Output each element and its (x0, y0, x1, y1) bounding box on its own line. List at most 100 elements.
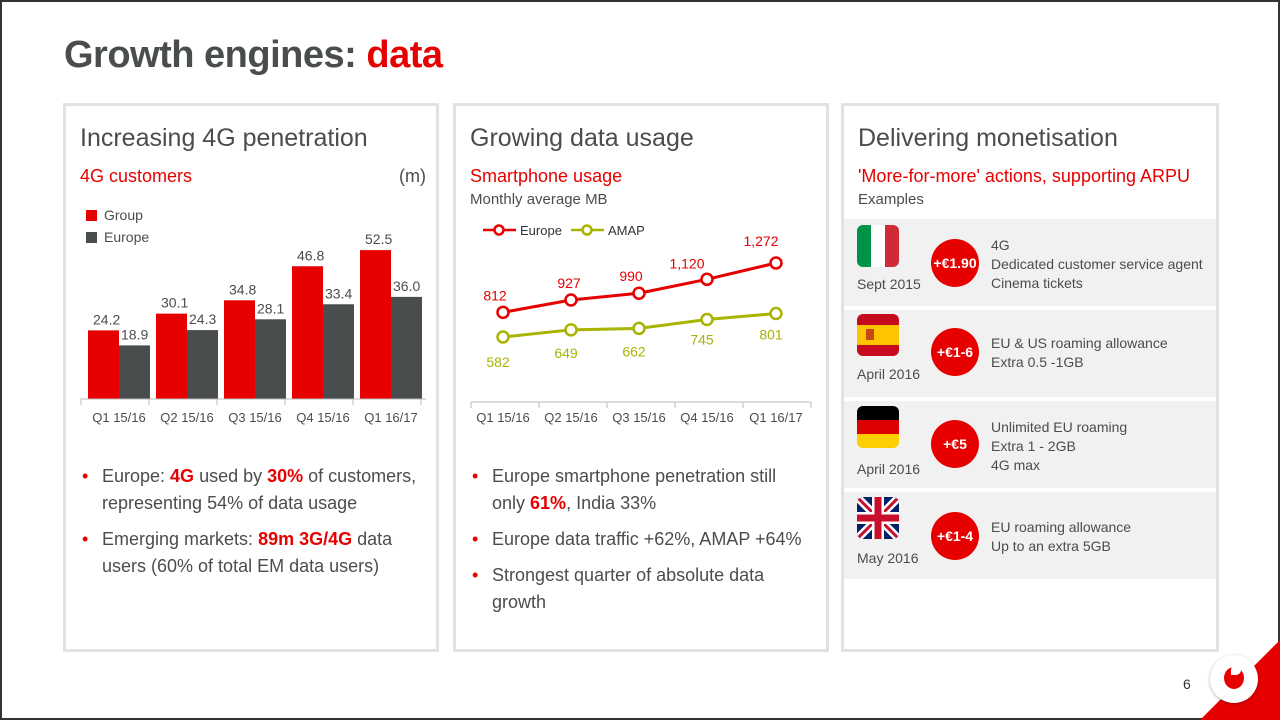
data-label: 1,272 (743, 233, 778, 249)
bar (224, 300, 255, 399)
legend-label: Europe (104, 229, 149, 245)
legend-label: Group (104, 207, 143, 223)
x-tick-label: Q2 15/16 (544, 410, 598, 425)
panel-subtitle: 'More-for-more' actions, supporting ARPU (858, 166, 1190, 186)
legend-marker (493, 224, 505, 236)
data-point (700, 312, 714, 327)
panel-subtitle: 4G customers (80, 166, 193, 186)
bar (119, 345, 150, 399)
legend-marker (581, 224, 593, 236)
data-label: 30.1 (161, 295, 188, 311)
data-label: 927 (557, 275, 581, 291)
data-label: 46.8 (297, 247, 324, 263)
data-label: 745 (690, 332, 714, 348)
data-point (564, 293, 578, 307)
x-tick-label: Q3 15/16 (612, 410, 666, 425)
bullet-item: Europe: 4G used by 30% of customers, rep… (82, 463, 432, 517)
panel-note: Examples (858, 191, 924, 208)
data-point (769, 256, 783, 270)
panel-4g-penetration: Increasing 4G penetration 4G customers (… (63, 103, 439, 652)
data-label: 990 (619, 268, 643, 284)
italy-flag-icon (857, 225, 899, 267)
legend-swatch (86, 210, 97, 221)
x-tick-label: Q4 15/16 (680, 410, 734, 425)
x-tick-label: Q1 15/16 (476, 410, 530, 425)
data-point (632, 321, 646, 336)
panel-subtitle: Smartphone usage (470, 166, 623, 186)
bar (391, 296, 422, 399)
vodafone-logo-icon (1210, 655, 1258, 703)
data-label: 582 (486, 354, 510, 370)
bullet-list: Europe smartphone penetration still only… (472, 463, 802, 625)
data-point (496, 305, 510, 320)
bar (187, 330, 218, 399)
data-label: 34.8 (229, 281, 256, 297)
bullet-item: Emerging markets: 89m 3G/4G data users (… (82, 526, 432, 580)
bullet-item: Europe smartphone penetration still only… (472, 463, 802, 517)
price-badge: +€1-6 (931, 328, 979, 376)
chart-unit: (m) (399, 166, 426, 186)
data-label: 33.4 (325, 285, 352, 301)
4g-customers-bar-chart: Group Europe 24.218.9 Q1 15/16 30.124.3 Q2 15… (80, 207, 426, 425)
bullet-item: Strongest quarter of absolute data growt… (472, 562, 802, 616)
x-tick-label: Q2 15/16 (160, 410, 214, 425)
example-description: 4G Dedicated customer service agent Cinema… (991, 237, 1203, 291)
data-label: 1,120 (669, 255, 704, 271)
page-number: 6 (1183, 676, 1191, 692)
bar (255, 319, 286, 399)
panel-title: Delivering monetisation (858, 124, 1118, 152)
data-label: 18.9 (121, 326, 148, 342)
data-label: 24.3 (189, 311, 216, 327)
slide-title: Growth engines: data (64, 34, 443, 76)
data-label: 662 (622, 343, 646, 359)
data-label: 812 (483, 287, 507, 303)
data-label: 24.2 (93, 311, 120, 327)
price-badge: +€5 (931, 420, 979, 468)
price-badge: +€1.90 (931, 239, 979, 287)
data-point (769, 306, 783, 321)
panel-monetisation: Delivering monetisation 'More-for-more' … (841, 103, 1219, 652)
data-point (564, 323, 578, 337)
data-label: 801 (759, 327, 783, 343)
example-date: April 2016 (857, 366, 921, 382)
bar (292, 266, 323, 399)
example-row-italy: Sept 2015 +€1.90 4G Dedicated customer se… (844, 219, 1216, 306)
legend-label: AMAP (608, 223, 645, 238)
x-tick-label: Q1 16/17 (749, 410, 803, 425)
example-row-germany: April 2016 +€5 Unlimited EU roaming Extra… (844, 401, 1216, 488)
smartphone-usage-line-chart: Europe AMAP 812 927 990 1,120 1,272 582 649 662 74… (470, 223, 812, 425)
bullet-list: Europe: 4G used by 30% of customers, rep… (82, 463, 432, 589)
panel-title: Increasing 4G penetration (80, 124, 368, 152)
spain-flag-icon (857, 314, 899, 356)
panel-data-usage: Growing data usage Smartphone usage Mont… (453, 103, 829, 652)
example-date: Sept 2015 (857, 276, 921, 292)
example-row-spain: April 2016 +€1-6 EU & US roaming allowan… (844, 310, 1216, 397)
bar (88, 330, 119, 399)
x-tick-label: Q1 16/17 (364, 410, 418, 425)
example-row-uk: May 2016 +€1-4 EU roaming allowance Up to… (844, 492, 1216, 579)
data-label: 36.0 (393, 278, 420, 294)
data-point (700, 272, 714, 287)
bar (156, 313, 187, 399)
bar (360, 250, 391, 399)
legend-swatch (86, 232, 97, 243)
x-tick-label: Q1 15/16 (92, 410, 146, 425)
slide-title-accent: data (366, 34, 443, 76)
data-label: 649 (554, 345, 578, 361)
panel-title: Growing data usage (470, 124, 694, 152)
example-description: EU & US roaming allowance Extra 0.5 -1GB (991, 335, 1168, 370)
example-date: April 2016 (857, 461, 921, 477)
data-point (632, 286, 646, 300)
bar (323, 304, 354, 399)
germany-flag-icon (857, 406, 899, 448)
price-badge: +€1-4 (931, 512, 979, 560)
example-description: Unlimited EU roaming Extra 1 - 2GB 4G max (991, 419, 1128, 473)
legend-label: Europe (520, 223, 562, 238)
uk-flag-icon (857, 497, 899, 539)
data-label: 52.5 (365, 231, 392, 247)
example-description: EU roaming allowance Up to an extra 5GB (991, 519, 1132, 554)
example-date: May 2016 (857, 550, 919, 566)
x-tick-label: Q3 15/16 (228, 410, 282, 425)
data-point (496, 330, 510, 344)
